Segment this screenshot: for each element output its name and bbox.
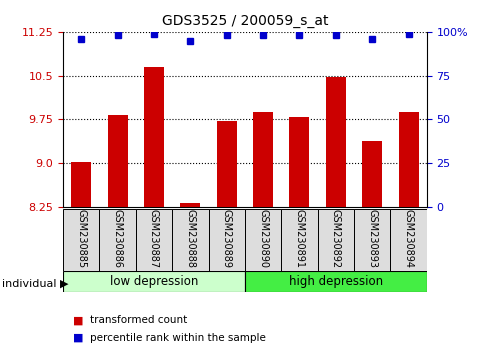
Text: high depression: high depression	[288, 275, 382, 288]
Bar	[172, 209, 208, 271]
Text: individual ▶: individual ▶	[2, 278, 69, 288]
Bar	[244, 271, 426, 292]
Text: GSM230887: GSM230887	[149, 209, 159, 268]
Bar	[281, 209, 317, 271]
Text: GSM230890: GSM230890	[257, 209, 268, 268]
Text: GSM230893: GSM230893	[366, 209, 377, 268]
Text: GSM230888: GSM230888	[185, 209, 195, 268]
Bar	[325, 77, 345, 207]
Bar	[244, 209, 281, 271]
Bar	[353, 209, 390, 271]
Text: GSM230891: GSM230891	[294, 209, 304, 268]
Text: ■: ■	[73, 333, 83, 343]
Text: GSM230894: GSM230894	[403, 209, 413, 268]
Text: transformed count: transformed count	[90, 315, 187, 325]
Bar	[63, 209, 99, 271]
Bar	[107, 115, 127, 207]
Bar	[63, 271, 244, 292]
Text: low depression: low depression	[109, 275, 198, 288]
Title: GDS3525 / 200059_s_at: GDS3525 / 200059_s_at	[161, 14, 328, 28]
Bar	[362, 141, 381, 207]
Bar	[136, 209, 172, 271]
Text: ■: ■	[73, 315, 83, 325]
Bar	[208, 209, 244, 271]
Bar	[144, 67, 164, 207]
Bar	[99, 209, 136, 271]
Text: GSM230892: GSM230892	[330, 209, 340, 268]
Bar	[253, 113, 272, 207]
Text: GSM230885: GSM230885	[76, 209, 86, 268]
Text: percentile rank within the sample: percentile rank within the sample	[90, 333, 265, 343]
Bar	[398, 112, 418, 207]
Bar	[71, 162, 91, 207]
Bar	[390, 209, 426, 271]
Bar	[317, 209, 353, 271]
Bar	[180, 203, 200, 207]
Bar	[216, 121, 236, 207]
Bar	[289, 116, 309, 207]
Text: GSM230889: GSM230889	[221, 209, 231, 268]
Text: GSM230886: GSM230886	[112, 209, 122, 268]
